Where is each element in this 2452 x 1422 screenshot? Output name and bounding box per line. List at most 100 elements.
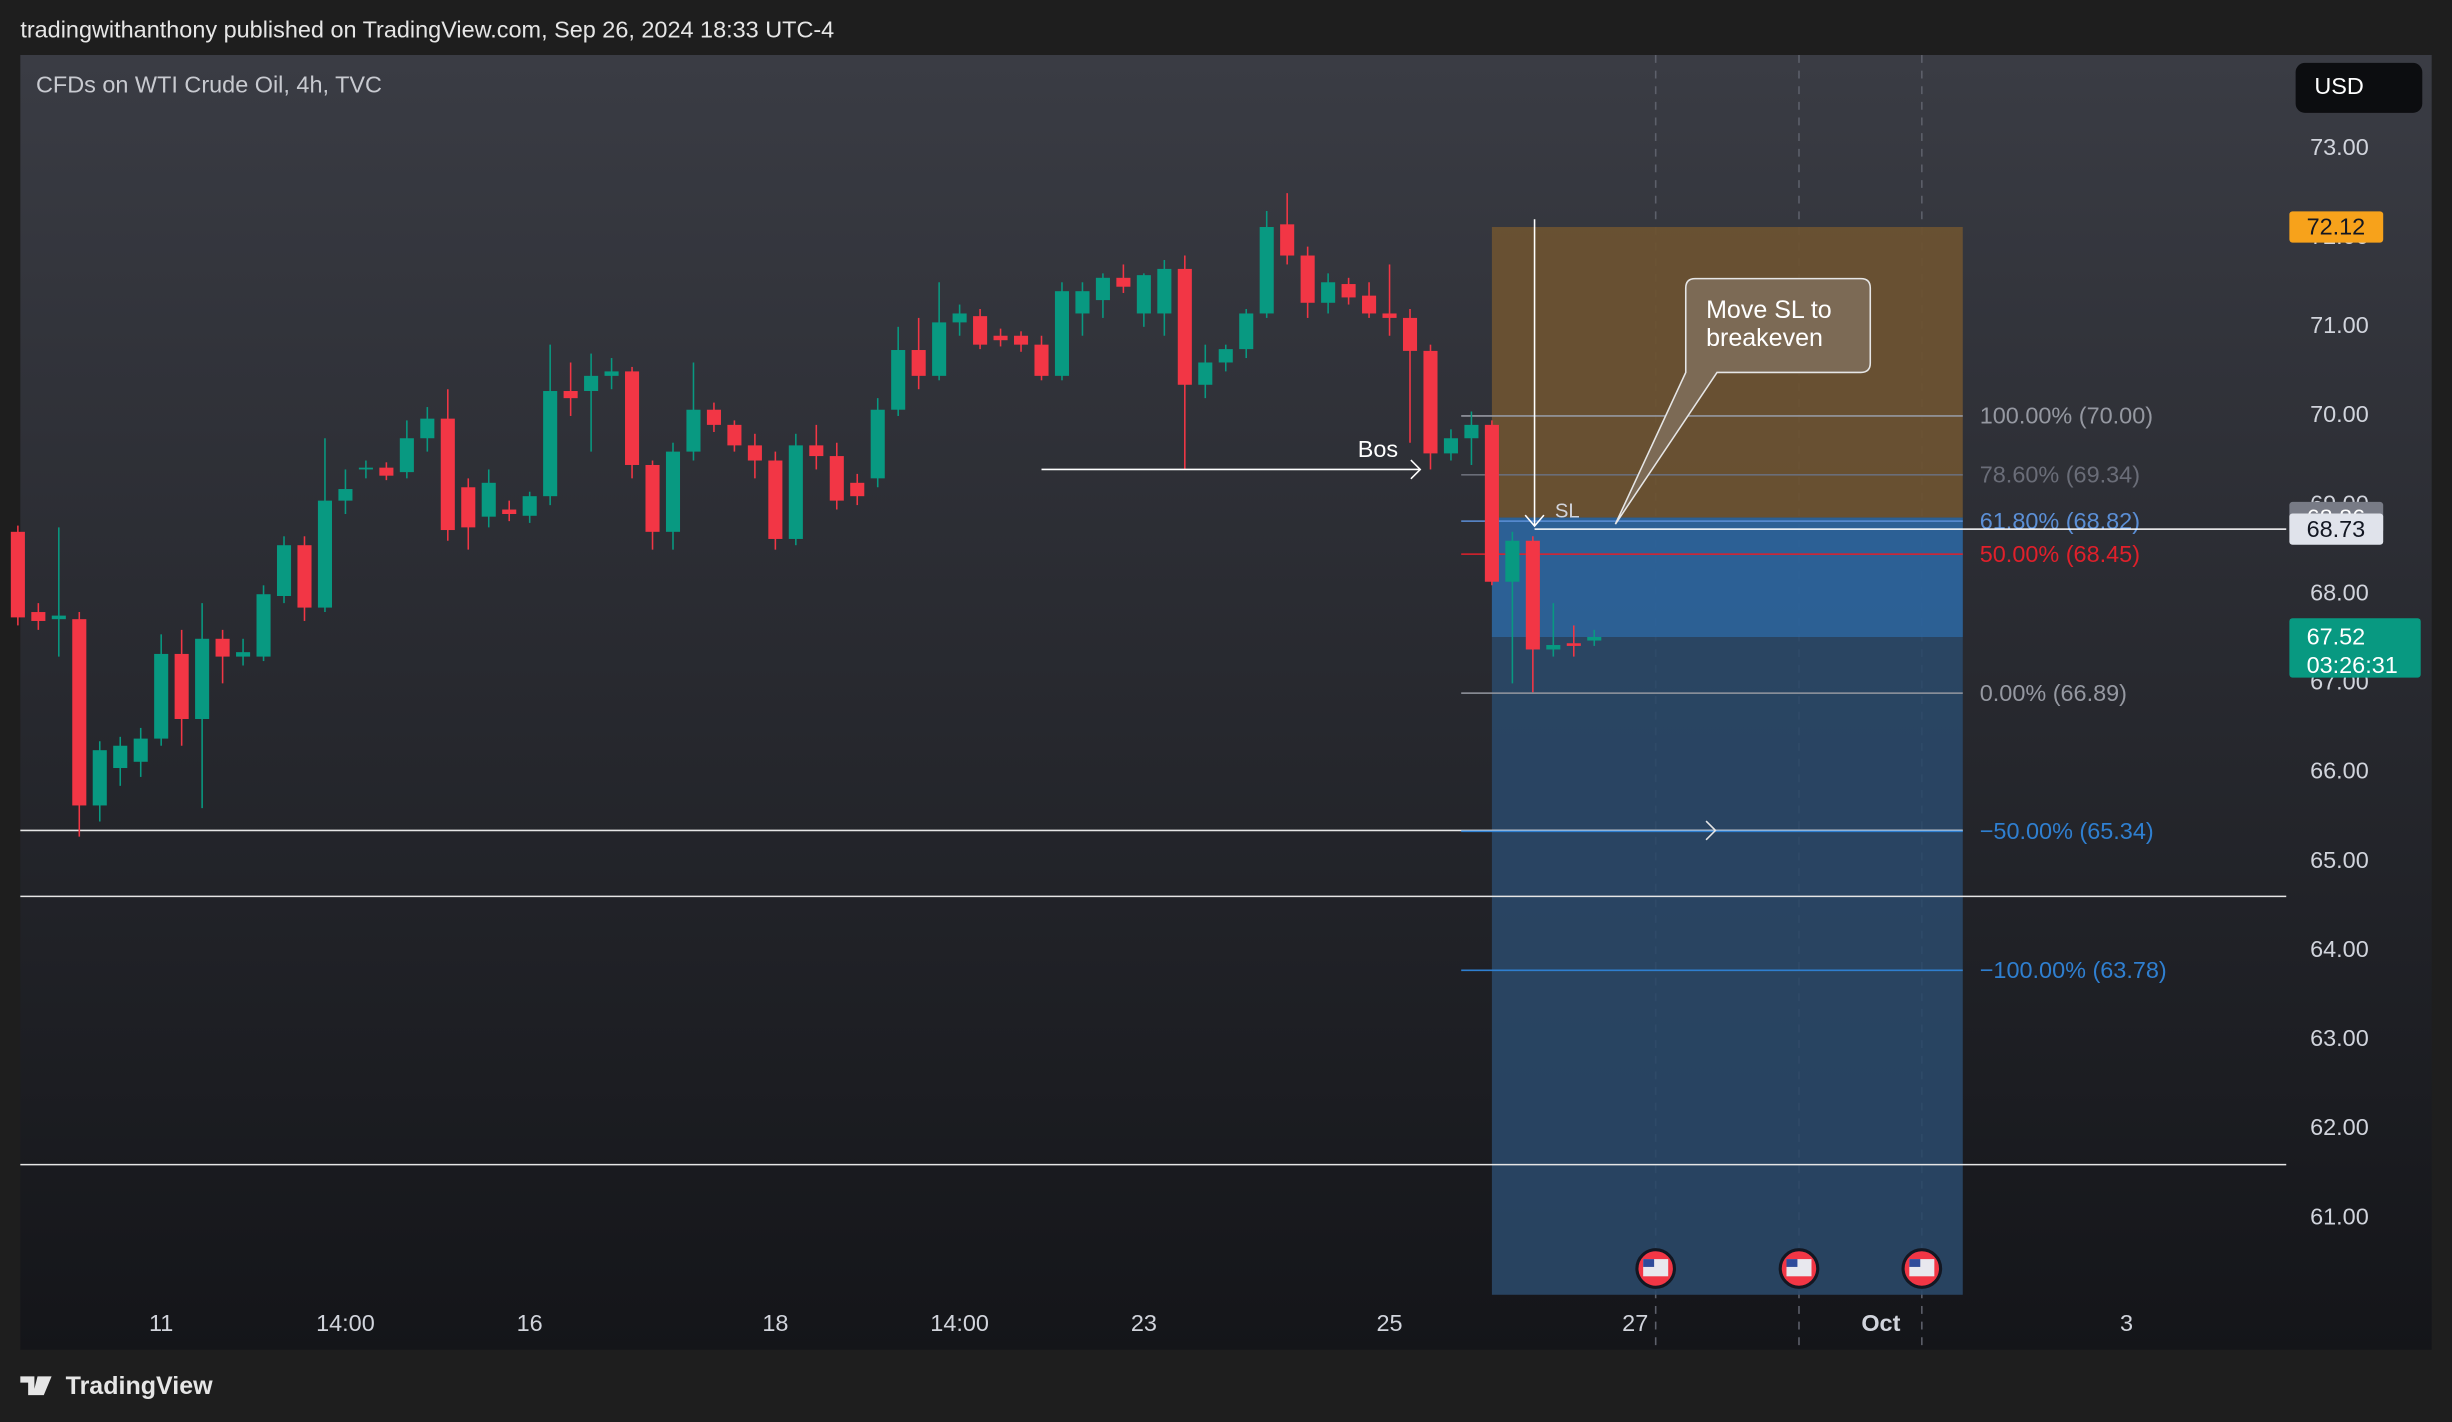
y-tick-label: 64.00: [2310, 936, 2369, 962]
logo: [20, 1376, 52, 1396]
candle-body: [1402, 317, 1418, 351]
x-tick-label: 3: [2120, 1310, 2133, 1336]
candle-body: [1464, 424, 1479, 439]
candle-body: [51, 615, 66, 620]
candle-body: [481, 482, 496, 517]
candle-body: [870, 409, 885, 479]
y-tick-label: 62.00: [2310, 1114, 2369, 1140]
chart-title: CFDs on WTI Crude Oil, 4h, TVC: [36, 71, 382, 97]
event-flag-canton: [1643, 1259, 1655, 1267]
candle-body: [297, 545, 312, 608]
candle-body: [1443, 438, 1458, 454]
candle-body: [1484, 424, 1499, 582]
candle-body: [113, 745, 128, 769]
x-tick-label: 14:00: [930, 1310, 989, 1336]
candle-body: [1341, 284, 1356, 298]
candle-body: [952, 313, 967, 323]
candle-body: [1259, 227, 1274, 314]
candle-body: [276, 545, 292, 597]
x-tick-label: 27: [1622, 1310, 1648, 1336]
header: tradingwithanthony published on TradingV…: [20, 17, 834, 43]
currency-button[interactable]: [2295, 62, 2423, 113]
event-flag-canton: [1786, 1259, 1798, 1267]
candle-body: [563, 391, 578, 399]
candle-body: [1546, 645, 1561, 650]
callout-text: Move SL to: [1706, 296, 1832, 324]
candle-body: [92, 750, 107, 806]
candle-body: [665, 451, 681, 532]
candle-body: [1157, 268, 1172, 314]
candle-body: [1136, 275, 1151, 314]
x-tick-label: 11: [149, 1310, 173, 1336]
candle-body: [829, 456, 844, 501]
candle-body: [993, 335, 1008, 341]
candle-body: [1280, 224, 1295, 256]
footer-brand: TradingView: [66, 1372, 213, 1400]
sl-arrow-head: [1524, 514, 1545, 528]
price-badge: [2289, 513, 2384, 545]
candle-body: [502, 509, 517, 515]
candle-body: [461, 487, 476, 528]
sl-label: SL: [1555, 500, 1580, 522]
candle-body: [420, 418, 435, 439]
candle-body: [645, 464, 660, 532]
y-tick-label: 66.00: [2310, 758, 2369, 784]
plot-area: [20, 54, 2432, 1350]
callout: [1614, 277, 1872, 525]
fib-label: 50.00% (68.45): [1980, 541, 2140, 567]
x-tick-label: 16: [517, 1310, 543, 1336]
y-tick-label: 63.00: [2310, 1025, 2369, 1051]
y-tick-label: 65.00: [2310, 847, 2369, 873]
countdown: 03:26:31: [2307, 652, 2398, 678]
fib-label: 78.60% (69.34): [1980, 462, 2140, 488]
candle-body: [1013, 335, 1029, 345]
fib-label: 0.00% (66.89): [1980, 680, 2127, 706]
candle-body: [1218, 349, 1233, 363]
candle-body: [236, 652, 251, 657]
candle-body: [1239, 313, 1254, 350]
candle-body: [768, 460, 783, 539]
candle-body: [399, 438, 414, 473]
candle-body: [973, 316, 988, 345]
y-tick-label: 61.00: [2310, 1203, 2369, 1229]
candle-body: [1505, 540, 1520, 582]
event-flag-canton: [1909, 1259, 1921, 1267]
candle-body: [1362, 295, 1377, 314]
arrow-marker: [1705, 820, 1717, 841]
callout-text: breakeven: [1706, 324, 1823, 352]
candle-body: [317, 500, 332, 608]
candle-body: [1054, 291, 1070, 376]
candle-body: [338, 489, 353, 501]
candle-body: [1525, 540, 1540, 650]
candle-body: [584, 375, 599, 392]
y-tick-label: 68.00: [2310, 579, 2369, 605]
fib-label: −50.00% (65.34): [1980, 818, 2154, 844]
candle-body: [686, 409, 701, 452]
candle-body: [154, 653, 169, 739]
bos-label: Bos: [1358, 436, 1398, 462]
candle-body: [133, 738, 148, 762]
candle-body: [1095, 277, 1110, 301]
candle-body: [543, 391, 558, 497]
candle-body: [1587, 636, 1602, 641]
fib-label: −100.00% (63.78): [1980, 957, 2167, 983]
price-badge-label: 72.12: [2307, 214, 2366, 240]
candle-body: [809, 445, 824, 457]
candle-body: [10, 531, 25, 618]
currency[interactable]: USD: [2314, 73, 2363, 99]
candle-body: [195, 638, 210, 719]
candle-body: [1566, 643, 1581, 646]
y-tick-label: 73.00: [2310, 134, 2369, 160]
candle-body: [1116, 277, 1131, 287]
candle-body: [522, 496, 537, 516]
candle-body: [1423, 350, 1438, 454]
x-tick-label: 25: [1376, 1310, 1402, 1336]
x-tick-label: Oct: [1861, 1310, 1900, 1336]
candle-body: [72, 619, 87, 806]
candle-body: [174, 653, 189, 719]
candle-body: [1300, 255, 1315, 303]
candle-body: [911, 350, 926, 376]
x-tick-label: 14:00: [316, 1310, 375, 1336]
fib-label: 61.80% (68.82): [1980, 508, 2140, 534]
candle-body: [31, 612, 46, 621]
